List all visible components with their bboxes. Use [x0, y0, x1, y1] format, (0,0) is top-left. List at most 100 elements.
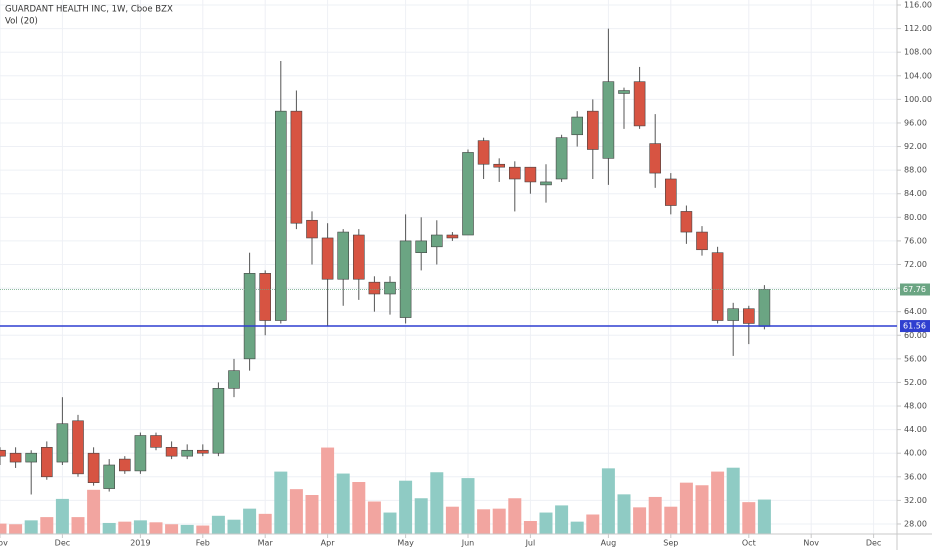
candle-body: [197, 449, 209, 454]
volume-bar: [383, 512, 397, 534]
volume-bar: [633, 507, 647, 534]
candle-body: [742, 308, 755, 324]
candle-body: [352, 234, 365, 280]
volume-bar: [211, 515, 225, 534]
x-tick-label: Mar: [258, 539, 274, 548]
volume-bar: [227, 519, 241, 534]
candle-body: [368, 281, 381, 295]
candle-body: [306, 219, 318, 239]
price-tag-label: 67.76: [903, 285, 926, 294]
candle-body: [399, 240, 412, 318]
y-tick-label: 84.00: [904, 189, 927, 198]
y-tick-label: 56.00: [904, 354, 927, 363]
volume-bar: [71, 517, 85, 534]
volume-bar: [258, 513, 272, 534]
volume-bar: [648, 496, 662, 534]
volume-bar: [289, 489, 303, 534]
volume-bar: [243, 508, 257, 534]
price-pane: [0, 28, 771, 495]
volume-bar: [679, 482, 693, 534]
x-tick-label: Dec: [866, 539, 881, 548]
candle-body: [181, 449, 193, 457]
candle-body: [664, 178, 677, 206]
price-tag: [900, 320, 930, 333]
volume-bar: [586, 514, 600, 534]
candle-body: [274, 110, 287, 321]
candle-body: [243, 273, 256, 360]
candle-body: [150, 435, 162, 448]
y-tick-label: 108.00: [904, 48, 932, 57]
volume-bar: [445, 506, 459, 534]
y-tick-label: 72.00: [904, 260, 927, 269]
candle-body: [415, 240, 428, 253]
y-tick-label: 64.00: [904, 307, 927, 316]
volume-bar: [87, 489, 101, 534]
candle-body: [9, 452, 22, 463]
y-tick-label: 60.00: [904, 331, 927, 340]
y-tick-label: 116.00: [904, 1, 932, 10]
candle-body: [477, 140, 490, 165]
candle-body: [228, 370, 240, 389]
volume-bar: [352, 482, 366, 534]
y-tick-label: 96.00: [904, 118, 927, 127]
candle-body: [259, 273, 272, 321]
volume-bar: [149, 522, 163, 534]
volume-bar: [102, 522, 116, 534]
volume-bar: [321, 447, 335, 534]
x-tick-label: Dec: [55, 539, 70, 548]
candle-body: [384, 281, 396, 295]
volume-bar: [399, 480, 413, 534]
candle-body: [430, 234, 443, 248]
volume-bar: [711, 471, 725, 534]
y-tick-label: 52.00: [904, 378, 927, 387]
candle-body: [649, 143, 662, 174]
candle-body: [711, 252, 724, 321]
candle-body: [571, 116, 584, 136]
candle-body: [87, 452, 100, 483]
volume-bar: [601, 468, 615, 534]
x-tick-label: Apr: [321, 539, 336, 548]
x-tick-label: 2019: [130, 539, 150, 548]
candle-body: [462, 152, 474, 236]
volume-bar: [118, 521, 132, 534]
y-tick-label: 104.00: [904, 71, 932, 80]
y-tick-label: 112.00: [904, 24, 932, 33]
y-tick-label: 32.00: [904, 496, 927, 505]
x-tick-label: Oct: [742, 539, 756, 548]
candle-body: [446, 234, 459, 239]
volume-bar: [24, 520, 38, 534]
candle-body: [0, 449, 6, 457]
volume-bar: [757, 499, 771, 534]
volume-bar: [539, 512, 553, 534]
x-tick-label: Jun: [461, 539, 475, 548]
volume-bar: [0, 523, 7, 534]
price-tag-label: 61.56: [903, 322, 926, 331]
y-tick-label: 28.00: [904, 519, 927, 528]
volume-bar: [726, 467, 740, 534]
y-tick-label: 88.00: [904, 166, 927, 175]
volume-bar: [40, 517, 54, 534]
volume-bar: [742, 502, 756, 534]
volume-bar: [492, 508, 506, 534]
candle-body: [103, 464, 115, 489]
volume-bar: [180, 524, 194, 534]
volume-bar: [133, 520, 147, 534]
candle-body: [321, 237, 334, 280]
candle-body: [680, 211, 693, 233]
volume-bar: [617, 494, 631, 534]
volume-bar: [523, 521, 537, 534]
y-tick-label: 100.00: [904, 95, 932, 104]
grid: [0, 0, 897, 534]
candle-body: [727, 308, 740, 321]
candle-body: [290, 110, 303, 224]
candle-body: [602, 81, 615, 159]
volume-bar: [165, 524, 179, 534]
y-tick-label: 44.00: [904, 425, 927, 434]
x-tick-label: Nov: [0, 539, 8, 548]
volume-bar: [196, 525, 210, 534]
volume-bar: [461, 478, 475, 534]
candle-body: [540, 181, 552, 186]
y-tick-label: 76.00: [904, 236, 927, 245]
x-tick-label: Sep: [663, 539, 678, 548]
